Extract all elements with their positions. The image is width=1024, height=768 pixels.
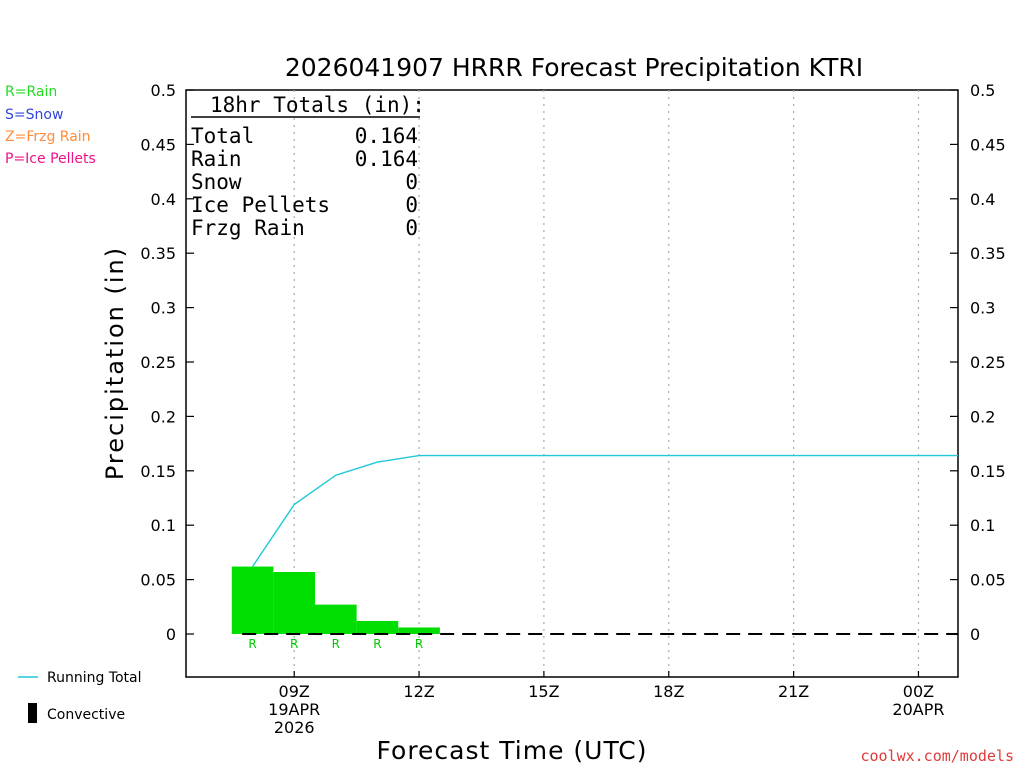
y-tick-label-right: 0.5 [970,81,995,100]
running-total-line [252,454,958,567]
ptype-label: R [248,637,256,651]
precip-bar [398,627,440,634]
x-tick-label: 12Z [403,682,434,701]
totals-label-frzg-rain: Frzg Rain [191,216,305,240]
ptype-key-snow: S=Snow [5,107,63,123]
y-tick-label-left: 0.25 [140,353,176,372]
y-tick-label-left: 0.1 [151,516,176,535]
running-total-series [252,454,958,567]
running-total-legend-label: Running Total [47,670,142,686]
x-tick-label: 19APR [268,700,320,719]
y-axis-label: Precipitation (in) [101,246,129,480]
grid-lines [293,90,920,677]
source-credit: coolwx.com/models [860,747,1014,765]
x-tick-label: 21Z [778,682,809,701]
totals-value-snow: 0 [405,170,418,194]
ptype-label: R [415,637,423,651]
y-tick-label-right: 0.3 [970,299,995,318]
ptype-key: R=Rain S=Snow Z=Frzg Rain P=Ice Pellets [5,84,96,167]
y-tick-label-left: 0 [166,625,176,644]
ptype-label: R [332,637,340,651]
totals-label-snow: Snow [191,170,242,194]
totals-value-ice-pellets: 0 [405,193,418,217]
convective-legend-swatch [28,703,37,723]
y-tick-label-right: 0.25 [970,353,1006,372]
x-tick-label: 2026 [274,718,315,737]
totals-label-rain: Rain [191,147,242,171]
totals-value-rain: 0.164 [355,147,418,171]
ptype-key-frzg-rain: Z=Frzg Rain [5,129,91,145]
precip-bar [231,566,274,634]
y-tick-label-right: 0 [970,625,980,644]
y-tick-label-left: 0.05 [140,571,176,590]
hourly-bars [231,566,440,634]
x-tick-label: 18Z [653,682,684,701]
x-tick-label: 09Z [279,682,310,701]
ptype-label: R [290,637,298,651]
y-tick-label-right: 0.4 [970,190,995,209]
x-axis-label: Forecast Time (UTC) [377,736,648,765]
x-tick-label: 15Z [528,682,559,701]
y-tick-label-right: 0.15 [970,462,1006,481]
y-tick-label-right: 0.2 [970,407,995,426]
y-tick-label-right: 0.45 [970,135,1006,154]
series-legend: Running Total Convective [18,670,142,723]
totals-value-total: 0.164 [355,124,418,148]
convective-legend-label: Convective [47,707,125,723]
y-tick-label-right: 0.1 [970,516,995,535]
y-tick-label-right: 0.35 [970,244,1006,263]
y-tick-label-left: 0.4 [151,190,176,209]
plot-frame [185,89,959,678]
totals-value-frzg-rain: 0 [405,216,418,240]
x-tick-label: 20APR [892,700,944,719]
ptype-label: R [373,637,381,651]
x-tick-label: 00Z [903,682,934,701]
y-tick-label-left: 0.45 [140,135,176,154]
totals-label-ice-pellets: Ice Pellets [191,193,330,217]
totals-label-total: Total [191,124,254,148]
y-axis-ticks: 0 00.05 0.050.1 0.10.15 0.150.2 0.20.25 0.250.… [140,81,1005,644]
y-tick-label-left: 0.3 [151,299,176,318]
chart-title: 2026041907 HRRR Forecast Precipitation K… [285,53,863,82]
totals-header: 18hr Totals (in): [210,93,425,117]
y-tick-label-right: 0.05 [970,571,1006,590]
precip-bar [356,620,399,634]
y-tick-label-left: 0.5 [151,81,176,100]
y-tick-label-left: 0.15 [140,462,176,481]
ptype-key-ice-pellets: P=Ice Pellets [5,151,96,167]
y-tick-label-left: 0.2 [151,407,176,426]
precip-bar [315,604,357,634]
ptype-key-rain: R=Rain [5,84,57,100]
precip-bar [273,571,316,634]
totals-box: 18hr Totals (in): Total 0.164 Rain 0.164… [191,93,425,240]
y-tick-label-left: 0.35 [140,244,176,263]
